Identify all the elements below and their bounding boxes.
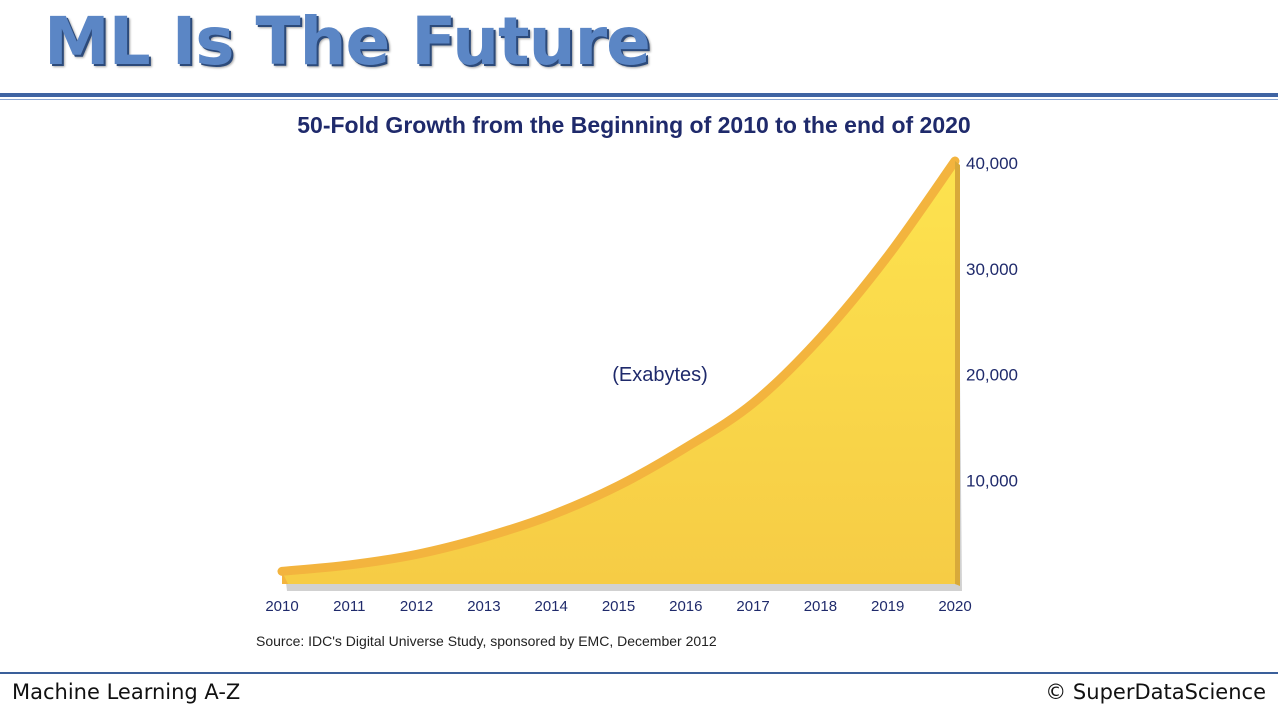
title-divider-thin	[0, 99, 1278, 100]
x-tick-label: 2014	[535, 598, 568, 615]
x-tick-label: 2010	[265, 598, 298, 615]
y-tick-label: 30,000	[966, 260, 1018, 279]
x-tick-label: 2018	[804, 598, 837, 615]
area-top-edge	[277, 156, 960, 576]
title-divider	[0, 93, 1278, 97]
x-tick-label: 2011	[333, 598, 365, 615]
x-tick-label: 2015	[602, 598, 635, 615]
footer-divider	[0, 672, 1278, 674]
x-tick-label: 2016	[669, 598, 702, 615]
x-tick-label: 2013	[467, 598, 500, 615]
x-tick-label: 2019	[871, 598, 904, 615]
y-tick-label: 20,000	[966, 366, 1018, 385]
x-tick-label: 2020	[938, 598, 971, 615]
x-tick-label: 2012	[400, 598, 433, 615]
footer-copyright: © SuperDataScience	[1045, 680, 1266, 704]
slide-title: ML Is The Future	[44, 3, 651, 80]
area-side-face	[955, 161, 960, 586]
chart-annotation: (Exabytes)	[612, 364, 708, 386]
area-left-face	[282, 571, 288, 584]
area-series	[282, 161, 955, 584]
footer-course-name: Machine Learning A-Z	[12, 680, 241, 704]
chart-source: Source: IDC's Digital Universe Study, sp…	[256, 633, 717, 649]
y-tick-label: 40,000	[966, 154, 1018, 173]
x-tick-label: 2017	[736, 598, 769, 615]
chart-title: 50-Fold Growth from the Beginning of 201…	[297, 112, 971, 138]
y-tick-label: 10,000	[966, 471, 1018, 490]
